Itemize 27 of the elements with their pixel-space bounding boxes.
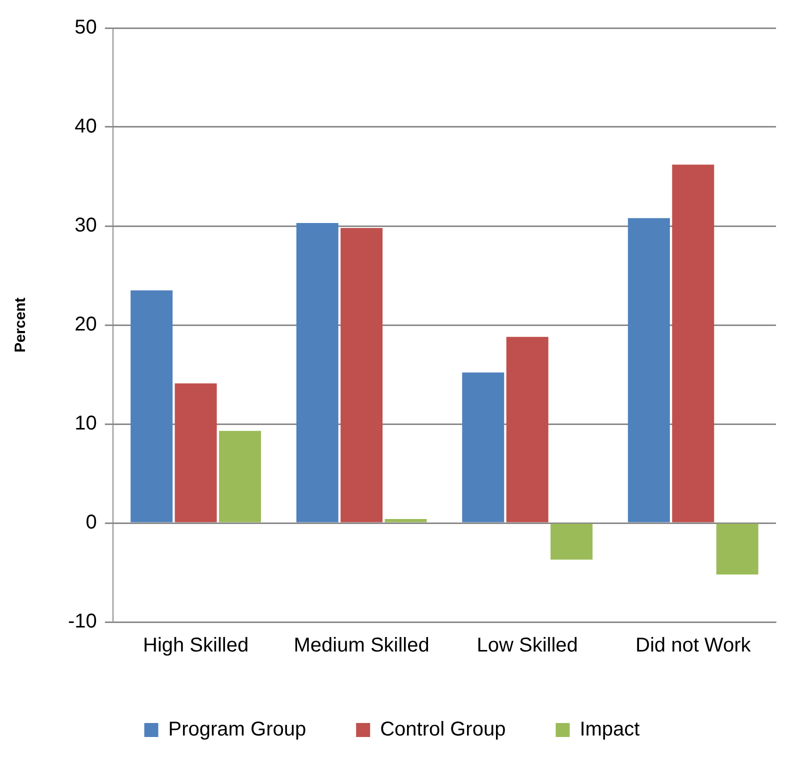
bar bbox=[716, 524, 758, 574]
bar bbox=[340, 228, 383, 522]
bar bbox=[550, 524, 593, 560]
legend-label: Program Group bbox=[168, 718, 306, 741]
x-tick-label: Low Skilled bbox=[476, 634, 578, 657]
bar bbox=[219, 430, 261, 522]
x-tick-label: High Skilled bbox=[142, 634, 249, 657]
bar bbox=[384, 519, 427, 522]
y-tick-label: 20 bbox=[74, 314, 97, 336]
y-tick-label: 10 bbox=[74, 412, 97, 435]
y-tick-label: 50 bbox=[74, 16, 97, 39]
legend-label: Impact bbox=[580, 718, 640, 741]
y-tick-label: 30 bbox=[74, 214, 97, 237]
bar bbox=[130, 290, 173, 522]
y-tick-label: -10 bbox=[68, 610, 97, 633]
bar bbox=[628, 218, 670, 522]
x-tick-label: Medium Skilled bbox=[294, 634, 430, 657]
x-tick-label: Did not Work bbox=[635, 634, 752, 657]
bar bbox=[462, 372, 504, 522]
bar bbox=[506, 336, 548, 522]
y-tick-label: 0 bbox=[86, 512, 97, 534]
bar bbox=[672, 164, 714, 522]
y-tick-label: 40 bbox=[74, 116, 97, 138]
bar bbox=[174, 383, 217, 522]
bar bbox=[296, 223, 338, 522]
y-axis-title: Percent bbox=[12, 297, 30, 353]
legend-label: Control Group bbox=[380, 718, 506, 741]
